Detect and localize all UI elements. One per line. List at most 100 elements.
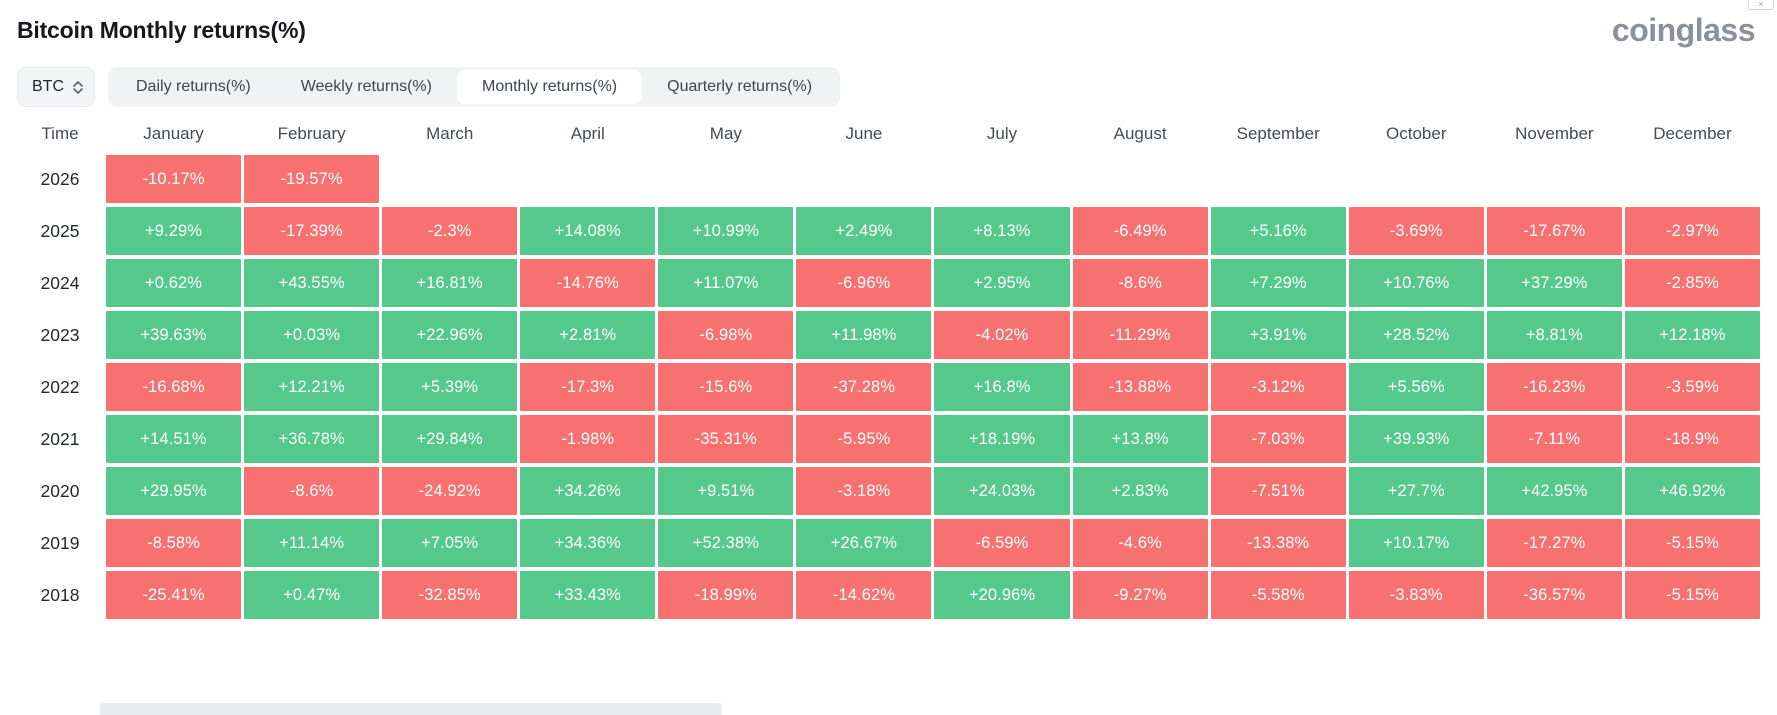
return-cell[interactable]: -5.15% xyxy=(1624,571,1760,619)
return-cell[interactable]: +10.17% xyxy=(1348,519,1484,567)
return-cell[interactable]: -17.27% xyxy=(1486,519,1622,567)
return-cell[interactable]: +2.81% xyxy=(520,311,656,359)
return-cell[interactable]: +42.95% xyxy=(1486,467,1622,515)
return-cell[interactable]: -15.6% xyxy=(658,363,794,411)
return-cell[interactable]: -13.88% xyxy=(1072,363,1208,411)
return-cell[interactable]: +16.81% xyxy=(382,259,518,307)
return-cell[interactable]: +39.63% xyxy=(106,311,242,359)
return-cell[interactable]: -25.41% xyxy=(106,571,242,619)
return-cell[interactable]: -2.3% xyxy=(382,207,518,255)
return-cell[interactable]: -3.12% xyxy=(1210,363,1346,411)
return-cell[interactable]: +9.29% xyxy=(106,207,242,255)
return-cell[interactable]: +3.91% xyxy=(1210,311,1346,359)
tab-weekly[interactable]: Weekly returns(%) xyxy=(276,70,457,104)
return-cell[interactable]: -24.92% xyxy=(382,467,518,515)
return-cell[interactable]: +39.93% xyxy=(1348,415,1484,463)
return-cell[interactable]: -14.76% xyxy=(520,259,656,307)
return-cell[interactable]: +24.03% xyxy=(934,467,1070,515)
return-cell[interactable]: -14.62% xyxy=(796,571,932,619)
return-cell[interactable]: -5.58% xyxy=(1210,571,1346,619)
tab-daily[interactable]: Daily returns(%) xyxy=(111,70,276,104)
return-cell[interactable]: -5.95% xyxy=(796,415,932,463)
return-cell[interactable]: +52.38% xyxy=(658,519,794,567)
return-cell[interactable]: -7.03% xyxy=(1210,415,1346,463)
return-cell[interactable]: -18.99% xyxy=(658,571,794,619)
return-cell[interactable]: +29.84% xyxy=(382,415,518,463)
return-cell[interactable]: -37.28% xyxy=(796,363,932,411)
return-cell[interactable]: +5.16% xyxy=(1210,207,1346,255)
return-cell[interactable]: -13.38% xyxy=(1210,519,1346,567)
return-cell[interactable]: +12.21% xyxy=(244,363,380,411)
return-cell[interactable]: +36.78% xyxy=(244,415,380,463)
return-cell[interactable]: +14.08% xyxy=(520,207,656,255)
return-cell[interactable]: +20.96% xyxy=(934,571,1070,619)
return-cell[interactable]: -36.57% xyxy=(1486,571,1622,619)
symbol-select[interactable]: BTC xyxy=(17,67,95,107)
return-cell[interactable]: +10.76% xyxy=(1348,259,1484,307)
return-cell[interactable]: +9.51% xyxy=(658,467,794,515)
return-cell[interactable]: +11.14% xyxy=(244,519,380,567)
return-cell[interactable]: +11.07% xyxy=(658,259,794,307)
return-cell[interactable]: -17.3% xyxy=(520,363,656,411)
return-cell[interactable]: -8.6% xyxy=(1072,259,1208,307)
return-cell[interactable]: -35.31% xyxy=(658,415,794,463)
return-cell[interactable]: -9.27% xyxy=(1072,571,1208,619)
return-cell[interactable]: -2.85% xyxy=(1624,259,1760,307)
return-cell[interactable]: +0.47% xyxy=(244,571,380,619)
return-cell[interactable]: -3.69% xyxy=(1348,207,1484,255)
tab-monthly[interactable]: Monthly returns(%) xyxy=(456,70,643,104)
return-cell[interactable]: +27.7% xyxy=(1348,467,1484,515)
close-icon[interactable]: × xyxy=(1748,0,1774,10)
return-cell[interactable]: +0.03% xyxy=(244,311,380,359)
return-cell[interactable]: +34.26% xyxy=(520,467,656,515)
return-cell[interactable]: -8.6% xyxy=(244,467,380,515)
return-cell[interactable]: -6.98% xyxy=(658,311,794,359)
return-cell[interactable]: -8.58% xyxy=(106,519,242,567)
return-cell[interactable]: +12.18% xyxy=(1624,311,1760,359)
return-cell[interactable]: +29.95% xyxy=(106,467,242,515)
return-cell[interactable]: -3.59% xyxy=(1624,363,1760,411)
return-cell[interactable]: +5.39% xyxy=(382,363,518,411)
tab-quarterly[interactable]: Quarterly returns(%) xyxy=(642,70,837,104)
return-cell[interactable]: +13.8% xyxy=(1072,415,1208,463)
return-cell[interactable]: -10.17% xyxy=(106,155,242,203)
return-cell[interactable]: +2.83% xyxy=(1072,467,1208,515)
return-cell[interactable]: -19.57% xyxy=(244,155,380,203)
return-cell[interactable]: +46.92% xyxy=(1624,467,1760,515)
return-cell[interactable]: +14.51% xyxy=(106,415,242,463)
return-cell[interactable]: -6.49% xyxy=(1072,207,1208,255)
return-cell[interactable]: -3.83% xyxy=(1348,571,1484,619)
return-cell[interactable]: +5.56% xyxy=(1348,363,1484,411)
return-cell[interactable]: +8.81% xyxy=(1486,311,1622,359)
return-cell[interactable]: -7.11% xyxy=(1486,415,1622,463)
return-cell[interactable]: -18.9% xyxy=(1624,415,1760,463)
return-cell[interactable]: +8.13% xyxy=(934,207,1070,255)
return-cell[interactable]: +28.52% xyxy=(1348,311,1484,359)
return-cell[interactable]: -4.02% xyxy=(934,311,1070,359)
return-cell[interactable]: -16.68% xyxy=(106,363,242,411)
return-cell[interactable]: -32.85% xyxy=(382,571,518,619)
return-cell[interactable]: -17.39% xyxy=(244,207,380,255)
return-cell[interactable]: -1.98% xyxy=(520,415,656,463)
return-cell[interactable]: +0.62% xyxy=(106,259,242,307)
return-cell[interactable]: -6.96% xyxy=(796,259,932,307)
return-cell[interactable]: +34.36% xyxy=(520,519,656,567)
return-cell[interactable]: +43.55% xyxy=(244,259,380,307)
return-cell[interactable]: -6.59% xyxy=(934,519,1070,567)
return-cell[interactable]: +11.98% xyxy=(796,311,932,359)
return-cell[interactable]: +37.29% xyxy=(1486,259,1622,307)
return-cell[interactable]: -2.97% xyxy=(1624,207,1760,255)
return-cell[interactable]: +18.19% xyxy=(934,415,1070,463)
return-cell[interactable]: +10.99% xyxy=(658,207,794,255)
return-cell[interactable]: -11.29% xyxy=(1072,311,1208,359)
return-cell[interactable]: +7.29% xyxy=(1210,259,1346,307)
return-cell[interactable]: -3.18% xyxy=(796,467,932,515)
return-cell[interactable]: +2.49% xyxy=(796,207,932,255)
return-cell[interactable]: +2.95% xyxy=(934,259,1070,307)
return-cell[interactable]: -17.67% xyxy=(1486,207,1622,255)
return-cell[interactable]: +16.8% xyxy=(934,363,1070,411)
return-cell[interactable]: -5.15% xyxy=(1624,519,1760,567)
return-cell[interactable]: +26.67% xyxy=(796,519,932,567)
return-cell[interactable]: -7.51% xyxy=(1210,467,1346,515)
return-cell[interactable]: +7.05% xyxy=(382,519,518,567)
